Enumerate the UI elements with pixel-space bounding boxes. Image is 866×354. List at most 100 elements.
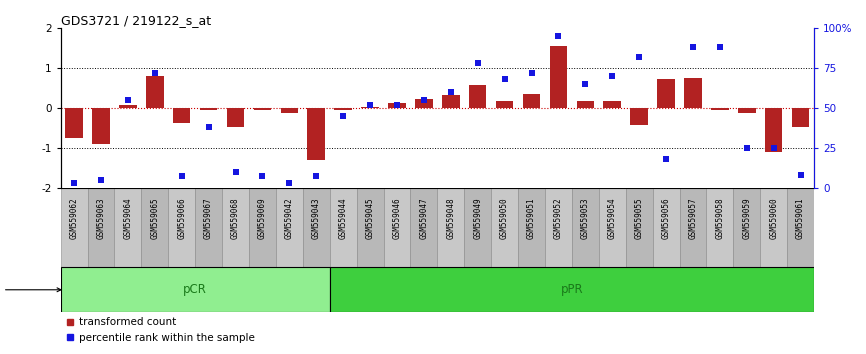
Point: [498, 76, 512, 82]
Text: GSM559047: GSM559047: [419, 197, 429, 239]
Point: [229, 169, 242, 175]
Bar: [227, 108, 244, 127]
Bar: [787, 188, 814, 267]
Bar: [61, 188, 87, 267]
Text: disease state: disease state: [0, 285, 61, 295]
Text: GSM559069: GSM559069: [258, 197, 267, 239]
Bar: [765, 108, 782, 152]
Bar: [361, 107, 378, 108]
Point: [578, 81, 592, 87]
Bar: [87, 188, 114, 267]
Point: [94, 177, 108, 183]
Text: GSM559065: GSM559065: [151, 197, 159, 239]
Bar: [680, 188, 707, 267]
Bar: [254, 108, 271, 110]
Bar: [141, 188, 168, 267]
Text: GSM559053: GSM559053: [581, 197, 590, 239]
Point: [282, 180, 296, 185]
Point: [121, 97, 135, 103]
Bar: [760, 188, 787, 267]
Bar: [410, 188, 437, 267]
Text: GSM559043: GSM559043: [312, 197, 320, 239]
Text: GSM559058: GSM559058: [715, 197, 724, 239]
Point: [202, 124, 216, 130]
Text: GSM559052: GSM559052: [554, 197, 563, 239]
Bar: [545, 188, 572, 267]
Bar: [65, 108, 83, 138]
Point: [309, 173, 323, 179]
Bar: [200, 108, 217, 110]
Bar: [464, 188, 491, 267]
Point: [605, 73, 619, 79]
Point: [525, 70, 539, 76]
Bar: [491, 188, 518, 267]
Bar: [572, 188, 598, 267]
Text: GSM559064: GSM559064: [123, 197, 132, 239]
Bar: [496, 101, 514, 108]
Bar: [738, 108, 755, 113]
Point: [740, 145, 753, 150]
Point: [552, 33, 565, 39]
Text: GSM559059: GSM559059: [742, 197, 752, 239]
Text: GSM559062: GSM559062: [69, 197, 79, 239]
Text: GSM559050: GSM559050: [500, 197, 509, 239]
Bar: [442, 95, 460, 108]
Bar: [707, 188, 734, 267]
Bar: [281, 108, 298, 113]
Bar: [146, 76, 164, 108]
Bar: [415, 99, 433, 108]
Point: [659, 156, 673, 162]
Bar: [330, 267, 814, 312]
Point: [148, 70, 162, 76]
Text: pCR: pCR: [184, 283, 207, 296]
Text: GSM559051: GSM559051: [527, 197, 536, 239]
Bar: [307, 108, 325, 160]
Point: [766, 145, 780, 150]
Text: GSM559044: GSM559044: [339, 197, 347, 239]
Text: GSM559048: GSM559048: [446, 197, 456, 239]
Bar: [598, 188, 625, 267]
Point: [175, 173, 189, 179]
Text: GSM559067: GSM559067: [204, 197, 213, 239]
Point: [390, 102, 404, 108]
Text: GDS3721 / 219122_s_at: GDS3721 / 219122_s_at: [61, 14, 210, 27]
Bar: [630, 108, 648, 125]
Bar: [114, 188, 141, 267]
Text: GSM559068: GSM559068: [231, 197, 240, 239]
Bar: [195, 188, 222, 267]
Text: GSM559045: GSM559045: [365, 197, 375, 239]
Text: GSM559046: GSM559046: [392, 197, 402, 239]
Point: [713, 45, 727, 50]
Bar: [61, 267, 330, 312]
Point: [255, 173, 269, 179]
Bar: [711, 108, 728, 110]
Bar: [334, 108, 352, 110]
Bar: [276, 188, 303, 267]
Text: GSM559049: GSM559049: [473, 197, 482, 239]
Text: pPR: pPR: [560, 283, 583, 296]
Text: GSM559060: GSM559060: [769, 197, 779, 239]
Bar: [653, 188, 680, 267]
Bar: [437, 188, 464, 267]
Bar: [388, 103, 405, 108]
Bar: [518, 188, 545, 267]
Bar: [168, 188, 195, 267]
Bar: [303, 188, 330, 267]
Text: GSM559054: GSM559054: [608, 197, 617, 239]
Point: [444, 89, 458, 95]
Bar: [330, 188, 357, 267]
Bar: [222, 188, 249, 267]
Bar: [249, 188, 276, 267]
Bar: [604, 101, 621, 108]
Point: [632, 54, 646, 60]
Bar: [734, 188, 760, 267]
Bar: [625, 188, 653, 267]
Point: [417, 97, 430, 103]
Bar: [384, 188, 410, 267]
Point: [471, 61, 485, 66]
Bar: [120, 105, 137, 108]
Text: GSM559061: GSM559061: [796, 197, 805, 239]
Point: [363, 102, 377, 108]
Text: GSM559055: GSM559055: [635, 197, 643, 239]
Bar: [657, 79, 675, 108]
